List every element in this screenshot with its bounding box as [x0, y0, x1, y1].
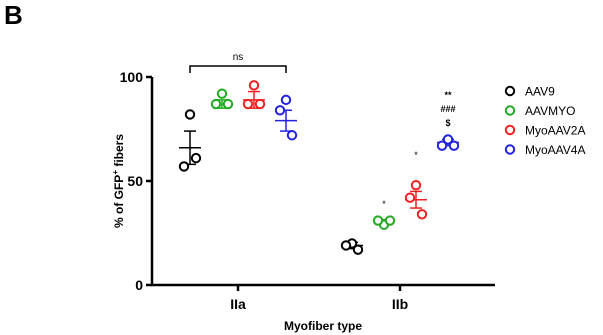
ns-label: ns — [233, 52, 244, 63]
marks: ns****###$ — [178, 52, 460, 255]
data-point — [442, 134, 454, 145]
data-point — [372, 215, 384, 226]
data-point — [184, 109, 196, 120]
legend-marker — [504, 85, 516, 97]
data-point — [248, 80, 260, 91]
data-point — [190, 152, 202, 164]
legend-marker — [504, 124, 516, 136]
panel-label: B — [4, 0, 23, 30]
data-point — [340, 240, 352, 251]
legend-marker — [504, 105, 516, 116]
data-point — [274, 105, 286, 116]
myoaav4a-significance: ** — [444, 90, 452, 100]
y-tick-label: 0 — [135, 277, 143, 293]
legend-label: AAV9 — [525, 85, 555, 99]
myoaav4a-significance: $ — [445, 118, 450, 128]
data-point — [210, 98, 222, 110]
data-point — [242, 98, 254, 110]
data-point — [436, 140, 448, 151]
x-tick-label: IIb — [392, 296, 408, 312]
data-point — [222, 98, 234, 110]
x-axis-label: Myofiber type — [284, 319, 362, 333]
data-point — [178, 161, 190, 172]
data-point — [410, 179, 422, 191]
ns-bracket — [189, 65, 287, 73]
data-point — [286, 130, 298, 141]
aavmyo-significance: * — [382, 199, 386, 209]
axes: 0 50 100 IIa IIb Myofiber type % of GFP+ fiber… — [111, 69, 495, 333]
data-point — [280, 94, 292, 106]
y-tick-label: 100 — [120, 69, 144, 85]
legend-label: MyoAAV2A — [525, 124, 585, 138]
data-point — [448, 140, 460, 151]
x-tick-label: IIa — [230, 296, 246, 312]
legend: AAV9 AAVMYO MyoAAV2A MyoAAV4A — [504, 85, 585, 157]
y-axis-label: % of GFP+ fibers — [111, 134, 126, 228]
data-point — [416, 209, 428, 220]
myoaav4a-significance: ### — [440, 104, 455, 114]
data-point — [384, 215, 396, 226]
data-point — [352, 244, 364, 255]
legend-marker — [504, 144, 516, 155]
legend-label: AAVMYO — [525, 104, 575, 118]
data-point — [254, 98, 266, 110]
y-tick-label: 50 — [127, 173, 143, 189]
data-point — [216, 88, 228, 99]
legend-label: MyoAAV4A — [525, 143, 585, 157]
myoaav2a-significance: * — [414, 150, 418, 160]
data-point — [404, 192, 416, 203]
